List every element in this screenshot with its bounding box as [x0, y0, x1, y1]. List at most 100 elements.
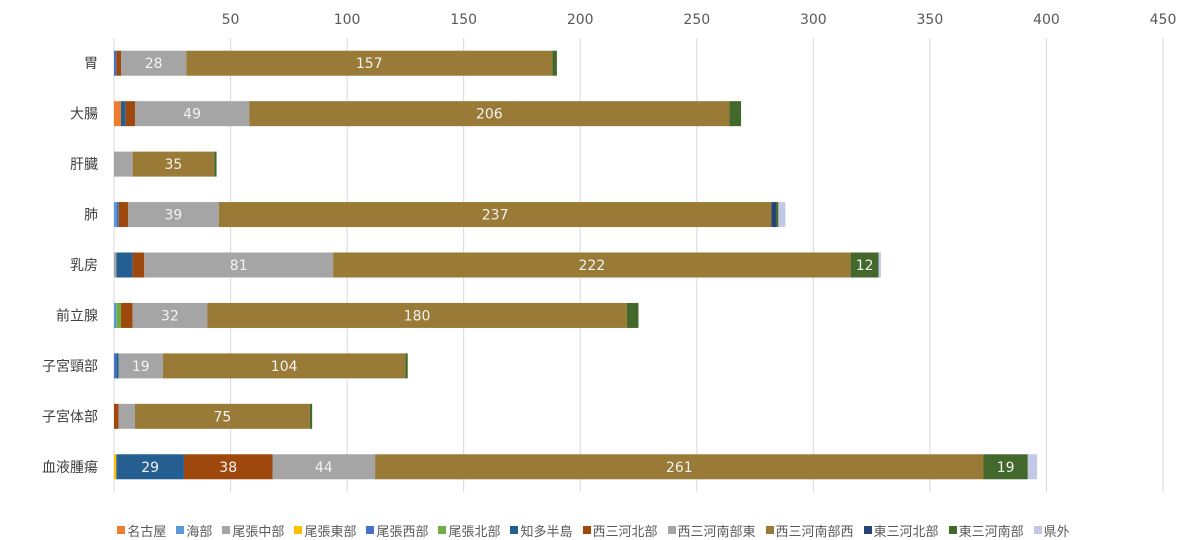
legend-label: 東三河北部 — [873, 524, 939, 540]
data-label: 39 — [165, 208, 183, 224]
data-label: 12 — [856, 258, 874, 274]
legend-item: 西三河南部東 — [667, 521, 756, 540]
legend-swatch — [582, 526, 591, 534]
legend-label: 尾張東部 — [304, 524, 357, 540]
bar-segment — [120, 302, 133, 328]
bar-segment — [552, 50, 557, 76]
bar-segment — [144, 252, 334, 278]
bar-segment — [983, 454, 1028, 480]
legend-swatch — [117, 526, 126, 534]
category-label: 血液腫瘍 — [42, 459, 98, 476]
legend-item: 県外 — [1033, 521, 1070, 540]
data-label: 32 — [161, 308, 179, 324]
legend-swatch — [765, 526, 774, 534]
data-label: 29 — [141, 460, 159, 476]
bar-segment — [114, 101, 121, 127]
bar-segment — [114, 353, 117, 379]
category-label: 肺 — [84, 208, 98, 224]
legend-item: 尾張中部 — [222, 521, 284, 540]
bar-segment — [116, 252, 133, 278]
data-label: 19 — [997, 460, 1015, 476]
data-label: 81 — [230, 258, 248, 274]
legend-label: 西三河南部西 — [775, 524, 854, 540]
bar-segment — [249, 101, 730, 127]
legend-swatch — [438, 526, 447, 534]
legend-item: 尾張北部 — [438, 521, 500, 540]
legend-label: 県外 — [1043, 524, 1070, 540]
x-tick-label: 350 — [917, 12, 944, 28]
data-label: 35 — [165, 157, 183, 173]
bar-segment — [120, 101, 126, 127]
legend-label: 尾張中部 — [232, 524, 285, 540]
data-label: 49 — [183, 107, 201, 123]
category-label: 前立腺 — [56, 307, 98, 324]
data-label: 104 — [271, 359, 298, 375]
bar-segment — [125, 101, 135, 127]
legend-swatch — [510, 526, 519, 534]
category-label: 子宮頸部 — [42, 359, 98, 375]
category-label: 乳房 — [70, 258, 98, 274]
x-tick-label: 250 — [683, 12, 710, 28]
data-label: 180 — [404, 308, 431, 324]
x-tick-label: 200 — [567, 12, 594, 28]
bar-segment — [116, 353, 119, 379]
bar-segment — [134, 403, 310, 429]
legend-item: 知多半島 — [510, 521, 573, 540]
bar-segment — [114, 202, 117, 228]
bar-segment — [207, 302, 627, 328]
category-label: 子宮体部 — [42, 409, 98, 425]
data-label: 19 — [132, 359, 150, 375]
bar-segment — [134, 101, 250, 127]
bar-segment — [118, 202, 128, 228]
legend-item: 西三河南部西 — [765, 521, 854, 540]
legend-label: 尾張北部 — [448, 524, 501, 540]
bar-segment — [114, 50, 117, 76]
data-label: 206 — [476, 107, 503, 123]
bar-segment — [114, 302, 117, 328]
x-tick-label: 150 — [450, 12, 477, 28]
bar-segment — [272, 454, 376, 480]
legend-label: 東三河南部 — [958, 524, 1024, 540]
x-tick-label: 450 — [1150, 12, 1177, 28]
bar-segment — [183, 454, 273, 480]
bar-segment — [1027, 454, 1038, 480]
category-label: 胃 — [84, 56, 98, 72]
bar-segment — [118, 403, 135, 429]
legend-item: 名古屋 — [117, 521, 166, 540]
legend-item: 海部 — [176, 521, 212, 540]
chart-plot: 50 100 150 200 250 300 350 400 450 胃 28 157 大腸 49 206 肝… — [42, 12, 1177, 492]
legend-label: 西三河北部 — [592, 524, 658, 540]
legend-item: 西三河北部 — [582, 521, 658, 540]
legend-item: 尾張西部 — [366, 521, 428, 540]
bar-segment — [186, 50, 553, 76]
bar-segment — [878, 252, 881, 278]
x-tick-label: 300 — [800, 12, 827, 28]
x-tick-label: 50 — [222, 12, 240, 28]
data-label: 261 — [666, 460, 693, 476]
bar-segment — [114, 454, 117, 480]
bar-segment — [333, 252, 851, 278]
bar-segment — [132, 151, 215, 177]
legend-swatch — [667, 526, 676, 534]
legend-swatch — [1033, 526, 1042, 534]
bar-segment — [162, 353, 406, 379]
bar-segment — [850, 252, 879, 278]
legend-item: 東三河北部 — [863, 521, 939, 540]
bar-segment — [214, 151, 217, 177]
bar-segment — [116, 454, 184, 480]
bar-segment — [776, 202, 779, 228]
legend-swatch — [863, 526, 872, 534]
category-label: 肝臓 — [70, 157, 98, 173]
data-label: 38 — [219, 460, 237, 476]
bar-segment — [132, 302, 208, 328]
legend-label: 名古屋 — [127, 524, 167, 540]
bar-segment — [309, 403, 313, 429]
legend-label: 海部 — [186, 524, 213, 540]
legend-swatch — [222, 526, 231, 534]
bar-segment — [375, 454, 984, 480]
data-label: 237 — [482, 208, 509, 224]
legend-item: 東三河南部 — [948, 521, 1024, 540]
bar-segment — [218, 202, 772, 228]
bar-segment — [771, 202, 777, 228]
bar-segment — [405, 353, 408, 379]
